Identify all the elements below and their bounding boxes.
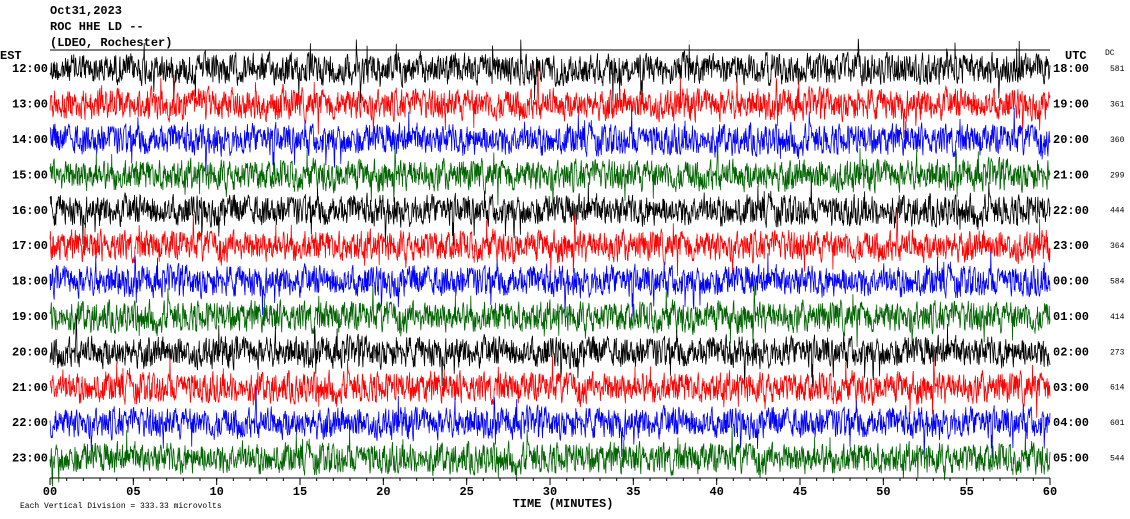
est-label: 16:00	[12, 204, 48, 218]
dc-value: 584	[1110, 278, 1125, 287]
utc-label: 22:00	[1053, 204, 1089, 218]
utc-label: 18:00	[1053, 62, 1089, 76]
dc-value: 360	[1110, 136, 1125, 145]
est-label: 17:00	[12, 239, 48, 253]
est-label: 13:00	[12, 98, 48, 112]
dc-value: 273	[1110, 348, 1125, 357]
dc-label: DC	[1105, 49, 1115, 58]
dc-value: 581	[1110, 65, 1125, 74]
x-tick-label: 45	[793, 485, 807, 499]
x-tick-label: 40	[709, 485, 723, 499]
traces	[49, 38, 1051, 487]
title-line: (LDEO, Rochester)	[50, 36, 172, 50]
trace	[49, 180, 1051, 246]
x-tick-label: 05	[126, 485, 140, 499]
scale-note: Each Vertical Division = 333.33 microvol…	[20, 502, 222, 511]
est-label: 14:00	[12, 133, 48, 147]
dc-value: 544	[1110, 455, 1125, 464]
est-label: 18:00	[12, 275, 48, 289]
est-label: 23:00	[12, 452, 48, 466]
dc-value: 414	[1110, 313, 1125, 322]
utc-label: 02:00	[1053, 345, 1089, 359]
utc-label: 03:00	[1053, 381, 1089, 395]
trace	[49, 315, 1051, 388]
title-line: ROC HHE LD --	[50, 20, 144, 34]
x-tick-label: 10	[209, 485, 223, 499]
x-tick-label: 20	[376, 485, 390, 499]
trace	[49, 138, 1051, 206]
dc-value: 614	[1110, 384, 1125, 393]
trace	[49, 251, 1051, 317]
utc-label: 21:00	[1053, 168, 1089, 182]
utc-label: 20:00	[1053, 133, 1089, 147]
utc-label: 05:00	[1053, 452, 1089, 466]
trace	[49, 38, 1051, 104]
est-label: 22:00	[12, 416, 48, 430]
trace	[49, 67, 1051, 139]
utc-label: 19:00	[1053, 98, 1089, 112]
x-tick-label: 25	[459, 485, 473, 499]
dc-value: 361	[1110, 101, 1125, 110]
trace	[49, 355, 1051, 418]
x-tick-label: 60	[1043, 485, 1057, 499]
x-tick-label: 35	[626, 485, 640, 499]
left-axis-label: EST	[0, 49, 22, 63]
x-tick-label: 55	[959, 485, 973, 499]
dc-value: 601	[1110, 419, 1125, 428]
utc-label: 01:00	[1053, 310, 1089, 324]
dc-value: 364	[1110, 242, 1125, 251]
est-label: 21:00	[12, 381, 48, 395]
est-label: 20:00	[12, 345, 48, 359]
trace	[49, 107, 1051, 176]
est-label: 15:00	[12, 168, 48, 182]
x-tick-label: 00	[43, 485, 57, 499]
title-line: Oct31,2023	[50, 4, 122, 18]
est-label: 19:00	[12, 310, 48, 324]
utc-label: 04:00	[1053, 416, 1089, 430]
x-axis-label: TIME (MINUTES)	[513, 497, 614, 511]
x-tick-label: 15	[293, 485, 307, 499]
trace	[49, 209, 1051, 277]
dc-value: 299	[1110, 171, 1125, 180]
trace	[49, 426, 1051, 487]
right-axis-label: UTC	[1065, 49, 1087, 63]
x-tick-label: 50	[876, 485, 890, 499]
utc-label: 23:00	[1053, 239, 1089, 253]
trace	[49, 386, 1051, 459]
est-label: 12:00	[12, 62, 48, 76]
x-tick-label: 30	[543, 485, 557, 499]
trace	[49, 284, 1051, 347]
utc-label: 00:00	[1053, 275, 1089, 289]
dc-value: 444	[1110, 207, 1125, 216]
